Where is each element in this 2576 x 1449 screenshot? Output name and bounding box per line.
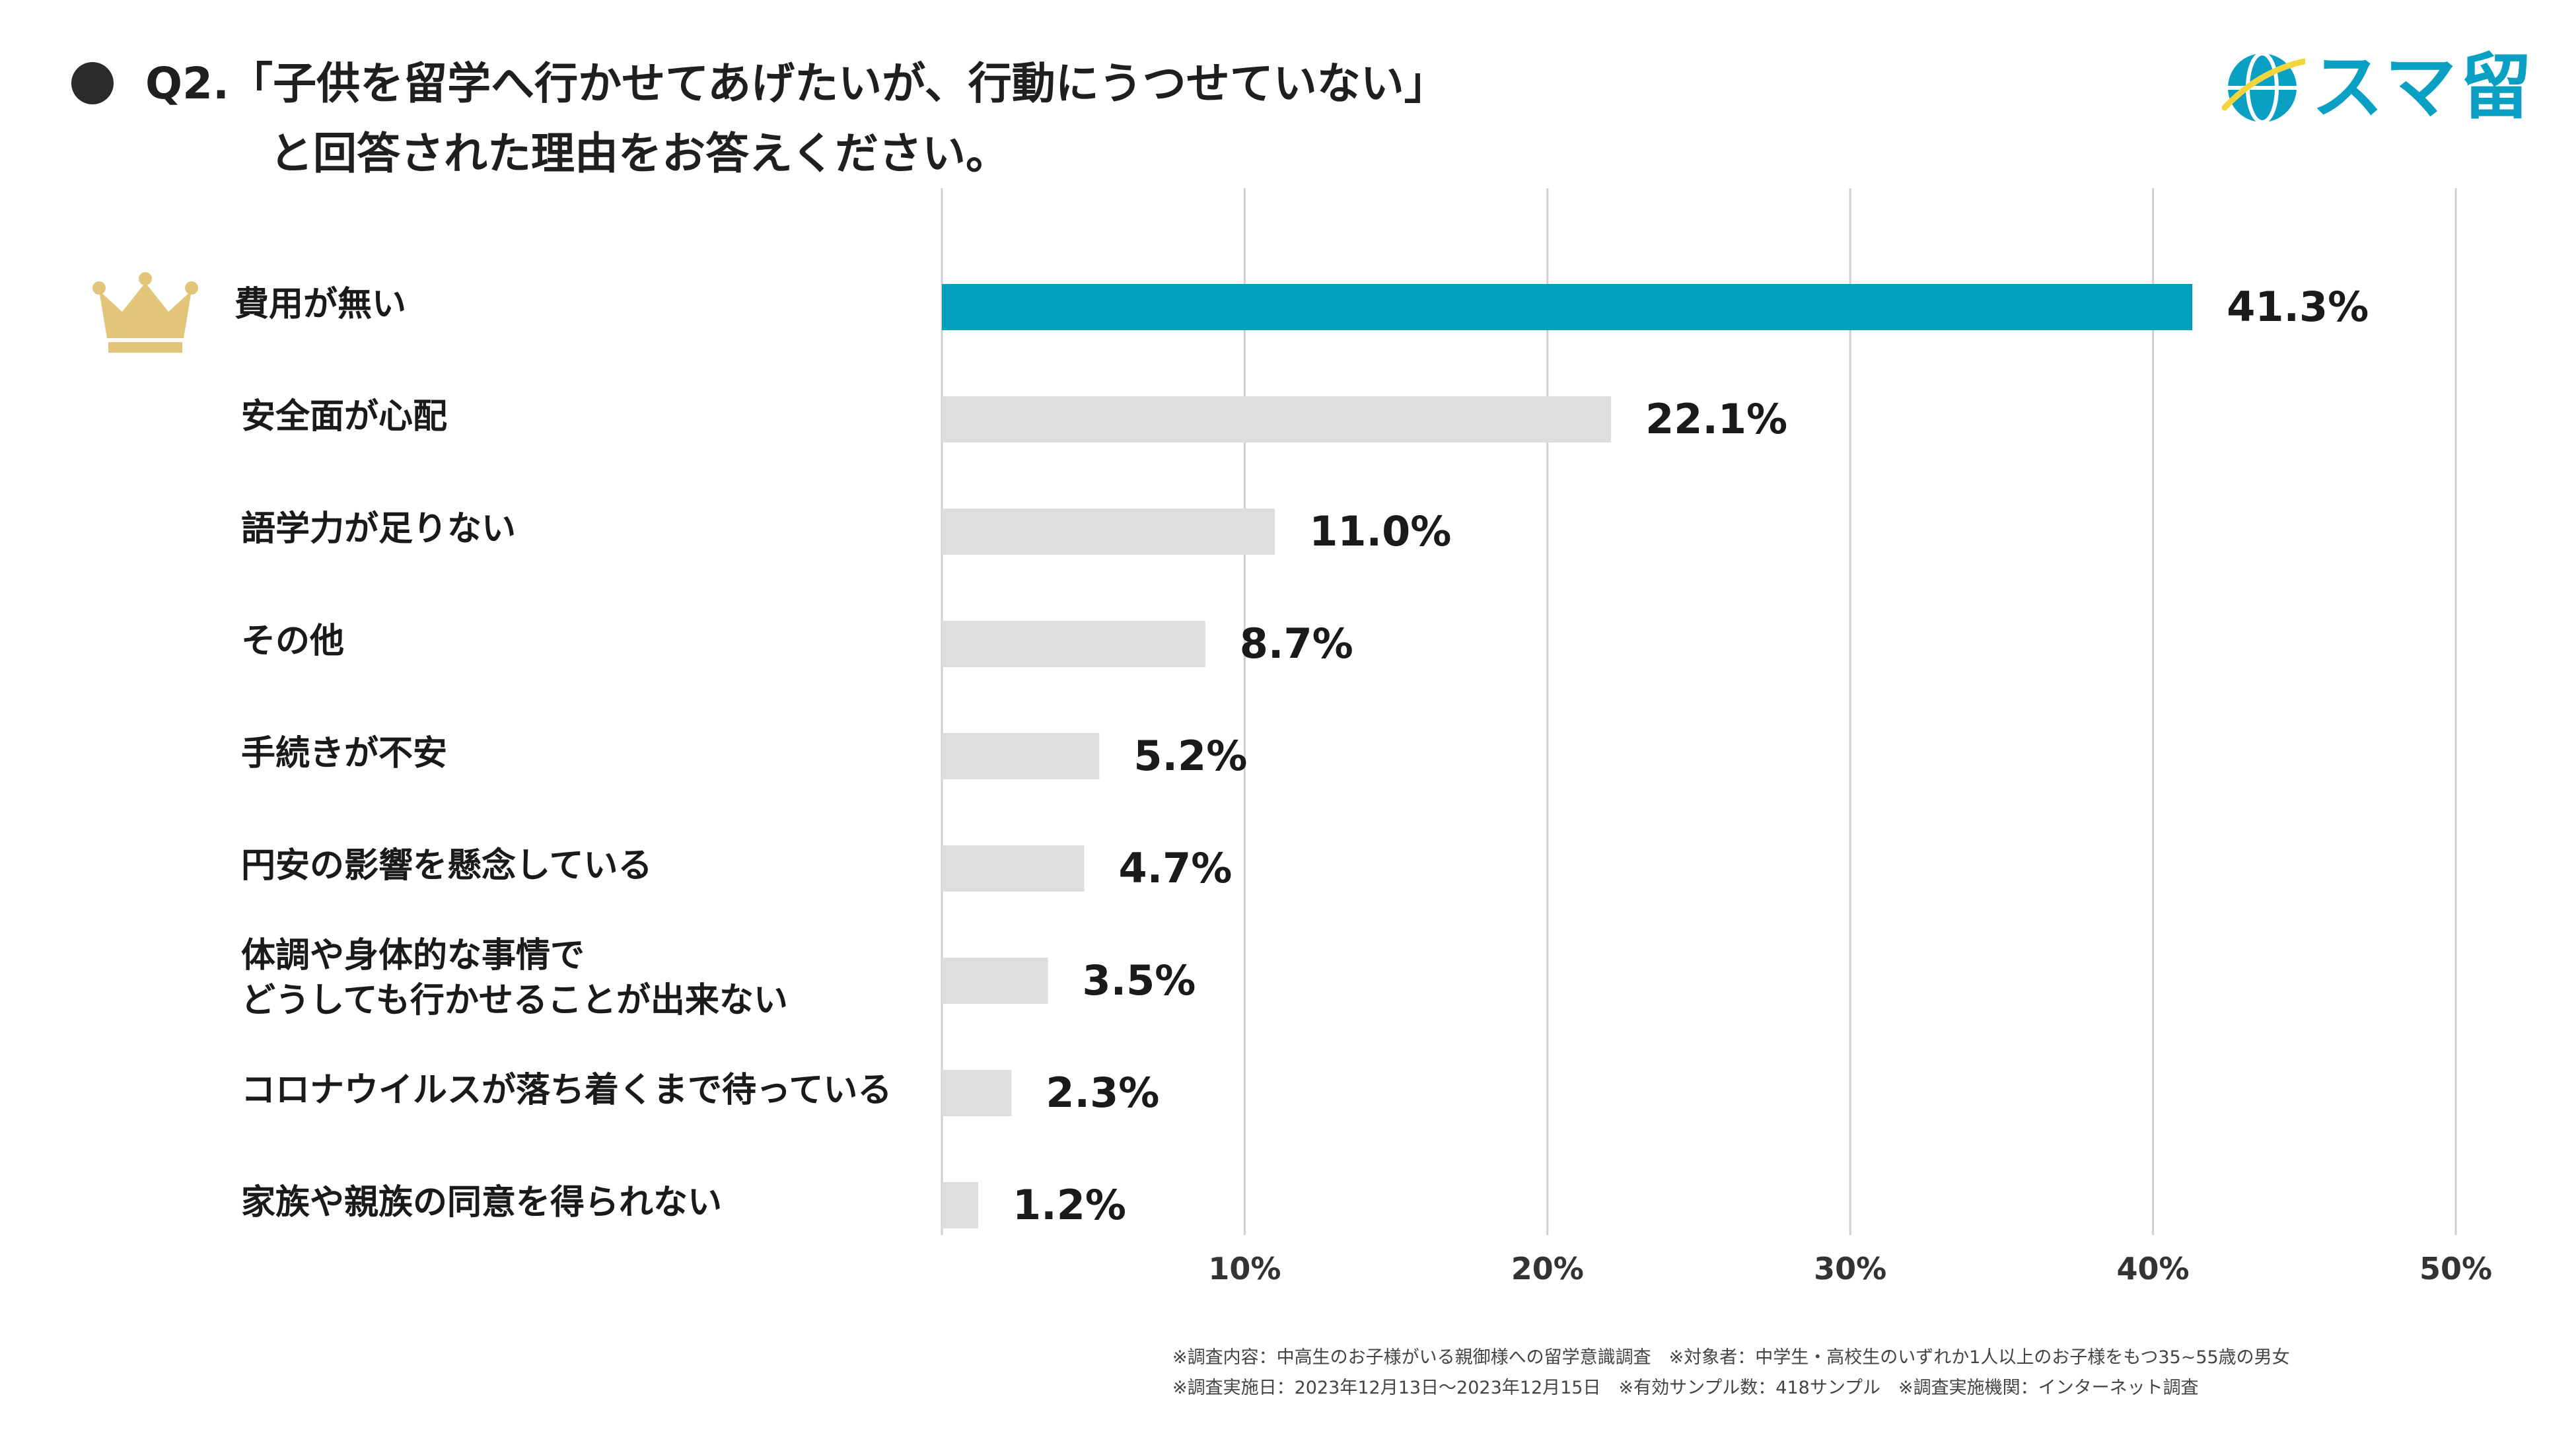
bar: [942, 509, 1275, 555]
category-label: 家族や親族の同意を得られない: [241, 1183, 723, 1222]
category-label: その他: [241, 621, 345, 661]
footnote-method: ※調査実施日：2023年12月13日～2023年12月15日 ※有効サンプル数：…: [1172, 1378, 2199, 1398]
page-title-line-1: Q2.「子供を留学へ行かせてあげたいが、行動にうつせていない」: [145, 58, 1448, 109]
value-label: 11.0%: [1309, 507, 1452, 555]
title-bullet: [71, 62, 114, 104]
bar: [942, 733, 1100, 779]
logo-text: スマ留: [2312, 46, 2536, 129]
x-tick-label: 50%: [2419, 1251, 2493, 1287]
value-label: 3.5%: [1082, 956, 1196, 1005]
category-label: 手続きが不安: [241, 734, 448, 773]
category-label: 語学力が足りない: [241, 509, 517, 549]
category-label: 安全面が心配: [241, 397, 448, 437]
bar: [942, 1070, 1012, 1116]
x-tick-label: 30%: [1814, 1251, 1887, 1287]
globe-icon: [2221, 52, 2305, 124]
page-title-line-2: と回答された理由をお答えください。: [269, 128, 1010, 179]
bar: [942, 1182, 979, 1228]
bar: [942, 396, 1612, 442]
category-label: 円安の影響を懸念している: [241, 846, 653, 886]
bar: [942, 845, 1085, 892]
x-tick-label: 10%: [1208, 1251, 1281, 1287]
footnote-survey: ※調査内容：中高生のお子様がいる親御様への留学意識調査 ※対象者：中学生・高校生…: [1172, 1347, 2290, 1368]
value-label: 8.7%: [1239, 619, 1353, 668]
crown-icon: [92, 272, 198, 353]
brand-logo: スマ留: [2219, 38, 2536, 137]
category-label: 費用が無い: [234, 285, 407, 324]
bar: [942, 958, 1048, 1004]
bar: [942, 621, 1205, 667]
x-tick-label: 40%: [2116, 1251, 2190, 1287]
value-label: 22.1%: [1645, 395, 1788, 443]
value-label: 5.2%: [1133, 732, 1248, 780]
value-label: 2.3%: [1046, 1069, 1160, 1117]
category-label: 体調や身体的な事情で どうしても行かせることが出来ない: [241, 936, 788, 1020]
value-label: 1.2%: [1013, 1181, 1126, 1229]
x-tick-label: 20%: [1511, 1251, 1584, 1287]
value-label: 41.3%: [2227, 283, 2369, 331]
category-label: コロナウイルスが落ち着くまで待っている: [241, 1071, 892, 1110]
bar: [942, 284, 2193, 330]
value-label: 4.7%: [1118, 844, 1233, 892]
